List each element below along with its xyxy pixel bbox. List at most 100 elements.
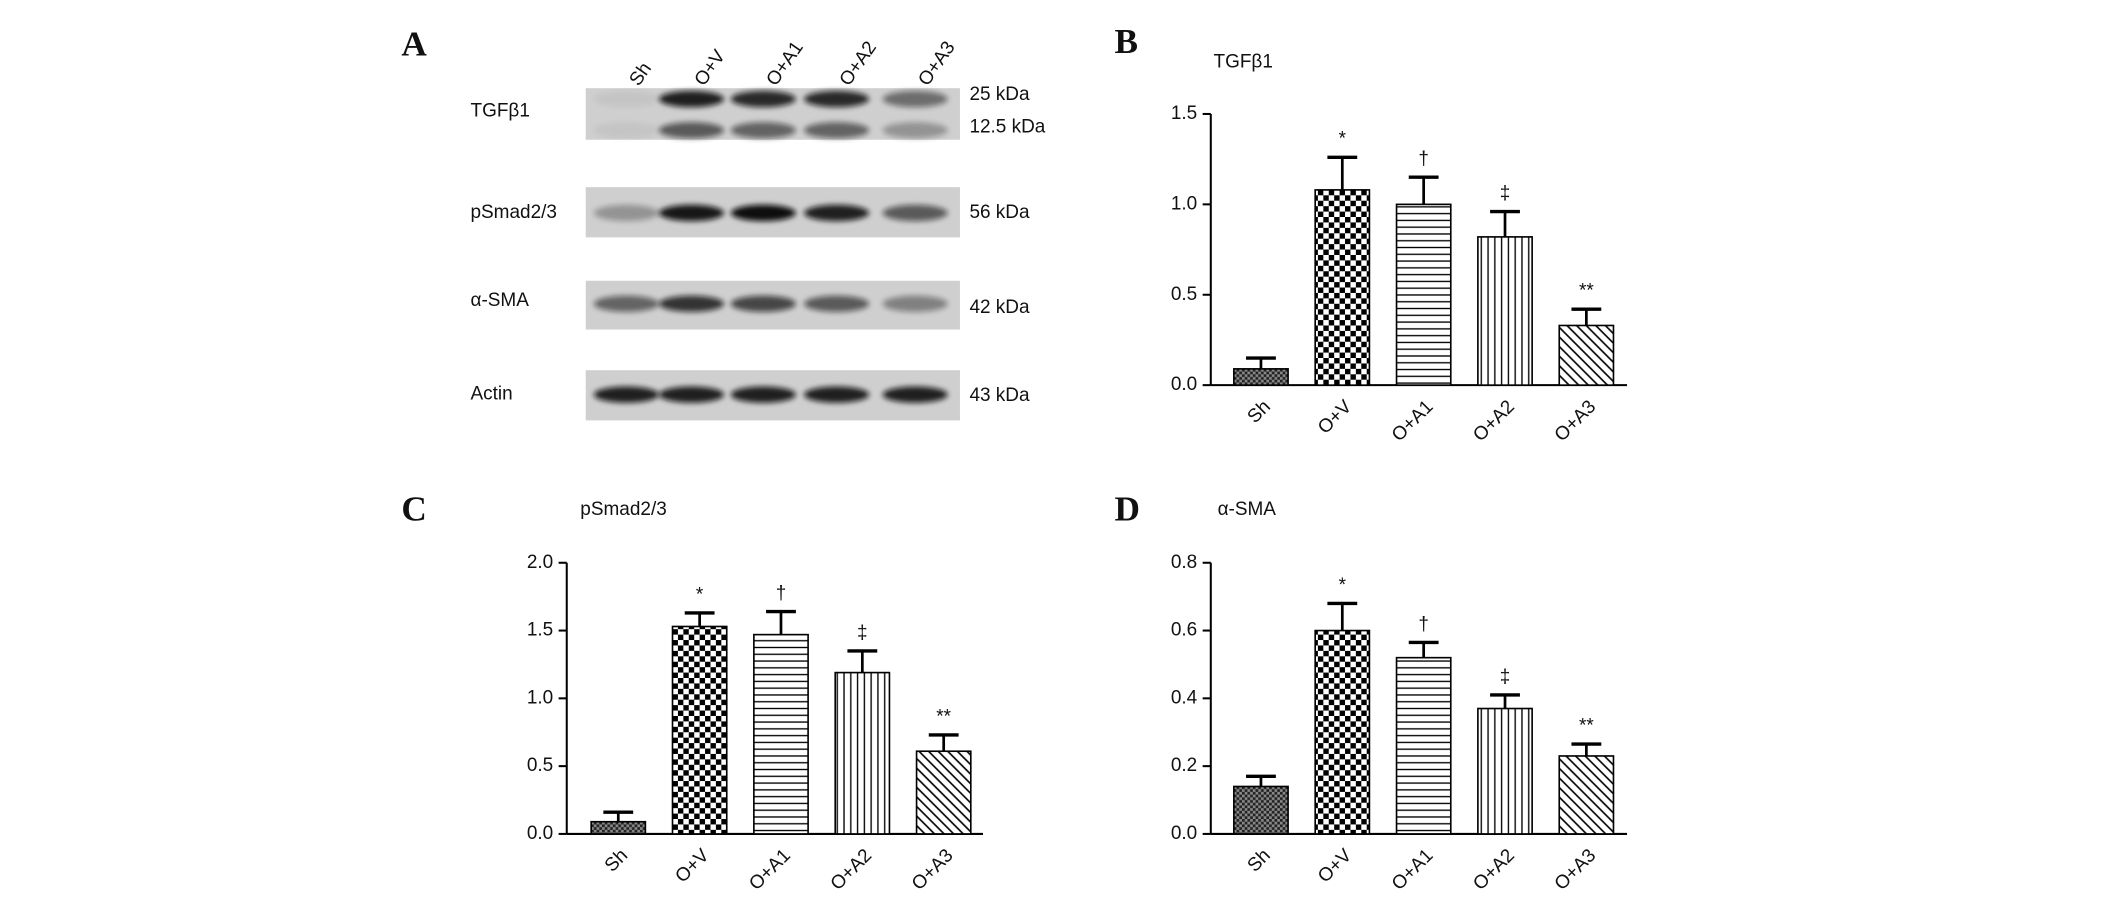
bar — [1395, 203, 1452, 386]
blot-band — [804, 295, 870, 312]
lane-label: O+A3 — [914, 38, 959, 90]
y-tick-label: 0.2 — [1171, 755, 1197, 776]
lane-label: Sh — [626, 59, 657, 90]
chart-title: pSmad2/3 — [580, 499, 666, 520]
lane-label: O+A1 — [762, 38, 807, 90]
blot-band — [882, 295, 948, 312]
bar — [1314, 629, 1371, 835]
y-tick-label: 1.0 — [1171, 193, 1197, 214]
protein-label: α-SMA — [470, 290, 529, 311]
lane-label: O+V — [691, 46, 730, 90]
x-tick-label: O+A2 — [1469, 396, 1519, 446]
bar — [753, 633, 809, 835]
blot-band — [882, 204, 948, 222]
significance: † — [1418, 149, 1429, 170]
bar — [1558, 755, 1615, 835]
blot-band — [804, 122, 870, 139]
bar — [590, 820, 647, 835]
x-tick-label: O+V — [671, 845, 713, 887]
y-tick-label: 0.5 — [527, 755, 553, 776]
protein-label: pSmad2/3 — [470, 202, 556, 223]
y-tick-label: 0.5 — [1171, 284, 1197, 305]
x-tick-label: O+V — [1314, 396, 1356, 438]
significance: * — [1339, 575, 1347, 596]
significance: † — [776, 583, 787, 604]
significance: ‡ — [1500, 666, 1511, 687]
significance: ‡ — [857, 622, 868, 643]
panel-letter: D — [1115, 490, 1140, 529]
y-tick-label: 0.6 — [1171, 620, 1197, 641]
blot-band — [804, 204, 870, 222]
lane-label: O+A2 — [836, 38, 881, 90]
x-tick-label: O+A2 — [1469, 845, 1519, 895]
bar — [915, 750, 972, 835]
y-tick-label: 1.0 — [527, 687, 553, 708]
blot-band — [658, 295, 725, 312]
x-tick-label: Sh — [1244, 396, 1275, 427]
panel-letter: C — [401, 490, 426, 529]
blot-band — [882, 386, 948, 403]
blot-band — [658, 386, 725, 403]
blot-band — [882, 122, 948, 139]
blot-band — [593, 204, 659, 222]
bar — [1314, 189, 1371, 386]
protein-label: TGFβ1 — [470, 100, 529, 121]
y-tick-label: 0.0 — [527, 823, 553, 844]
x-tick-label: O+A1 — [1388, 845, 1438, 895]
blot-band — [730, 90, 796, 108]
x-tick-label: O+A2 — [827, 845, 877, 895]
blot-band — [658, 90, 725, 108]
blot-band — [658, 204, 725, 222]
blot-band — [882, 90, 948, 108]
panel-letter: A — [401, 25, 427, 64]
blot-band — [593, 122, 659, 139]
x-tick-label: O+A1 — [1388, 396, 1438, 446]
x-tick-label: O+A3 — [1551, 396, 1601, 446]
blot-band — [804, 90, 870, 108]
x-tick-label: Sh — [601, 845, 632, 876]
x-tick-label: Sh — [1244, 845, 1275, 876]
significance: ** — [1579, 715, 1594, 736]
blot-band — [730, 204, 796, 222]
x-tick-label: O+A1 — [745, 845, 795, 895]
kda-label: 42 kDa — [969, 297, 1030, 318]
bar — [1477, 707, 1533, 835]
kda-label: 43 kDa — [969, 385, 1030, 406]
bar — [1395, 656, 1452, 835]
significance: * — [696, 584, 704, 605]
chart-title: α-SMA — [1218, 499, 1277, 520]
x-tick-label: O+V — [1314, 845, 1356, 887]
blot-band — [658, 122, 725, 139]
bar — [671, 625, 728, 835]
x-tick-label: O+A3 — [1551, 845, 1601, 895]
chart-title: TGFβ1 — [1214, 51, 1273, 72]
x-tick-label: O+A3 — [908, 845, 958, 895]
significance: ‡ — [1500, 183, 1511, 204]
kda-label: 56 kDa — [969, 202, 1030, 223]
y-tick-label: 2.0 — [527, 552, 553, 573]
bar — [834, 671, 891, 835]
y-tick-label: 0.8 — [1171, 552, 1197, 573]
kda-label: 25 kDa — [969, 84, 1030, 105]
significance: ** — [1579, 281, 1594, 302]
blot-band — [730, 386, 796, 403]
y-tick-label: 1.5 — [1171, 103, 1197, 124]
panel-letter: B — [1115, 22, 1139, 61]
significance: ** — [936, 706, 951, 727]
blot-band — [804, 386, 870, 403]
significance: † — [1418, 614, 1429, 635]
blot-band — [730, 295, 796, 312]
blot-band — [593, 386, 659, 403]
blot-band — [593, 90, 659, 108]
y-tick-label: 0.4 — [1171, 687, 1197, 708]
y-tick-label: 0.0 — [1171, 823, 1197, 844]
kda-label: 12.5 kDa — [969, 117, 1045, 138]
bar — [1477, 236, 1533, 386]
blot-band — [730, 122, 796, 139]
protein-label: Actin — [470, 384, 512, 405]
bar — [1558, 324, 1615, 386]
bar — [1233, 785, 1289, 835]
significance: * — [1339, 129, 1347, 150]
y-tick-label: 0.0 — [1171, 374, 1197, 395]
